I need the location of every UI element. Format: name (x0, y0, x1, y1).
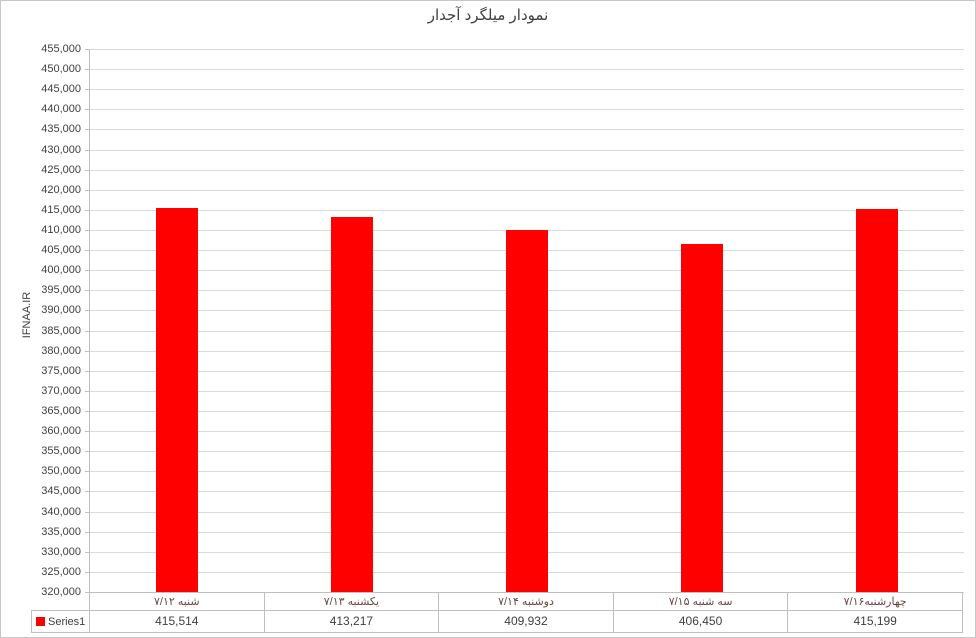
y-tick-mark (85, 270, 89, 272)
y-tick-mark (85, 471, 89, 473)
y-tick-mark (85, 592, 89, 593)
y-tick-mark (85, 209, 89, 211)
y-tick-label: 380,000 (41, 344, 81, 357)
gridline (90, 189, 964, 191)
y-tick-mark (85, 250, 89, 252)
gridline (90, 89, 964, 91)
y-tick-mark (85, 511, 89, 513)
category-header-cell: چهارشنبه۷/۱۶ (787, 593, 962, 610)
y-tick-label: 340,000 (41, 505, 81, 518)
y-tick-label: 350,000 (41, 465, 81, 478)
value-cell: 415,199 (787, 610, 962, 632)
y-tick-label: 420,000 (41, 183, 81, 196)
y-tick-mark (85, 149, 89, 151)
value-cell: 409,932 (438, 610, 613, 632)
category-header-cell: شنبه ۷/۱۲ (154, 596, 200, 608)
bar (156, 207, 199, 592)
gridline (90, 129, 964, 131)
y-tick-label: 375,000 (41, 364, 81, 377)
y-tick-mark (85, 189, 89, 191)
y-tick-label: 410,000 (41, 224, 81, 236)
gridline (90, 69, 964, 71)
y-tick-mark (85, 330, 89, 332)
y-tick-label: 455,000 (41, 43, 81, 55)
y-tick-mark (85, 431, 89, 433)
y-tick-mark (85, 230, 89, 231)
y-tick-label: 390,000 (41, 304, 81, 317)
y-tick-mark (85, 411, 89, 412)
legend-label: Series1 (48, 615, 86, 628)
y-tick-label: 435,000 (41, 123, 81, 136)
bar (506, 230, 548, 592)
y-tick-label: 345,000 (41, 485, 81, 498)
y-tick-label: 405,000 (41, 244, 81, 257)
y-tick-label: 450,000 (41, 63, 81, 76)
gridline (90, 49, 964, 50)
y-tick-mark (85, 350, 89, 352)
gridline (90, 169, 964, 171)
legend-cell: Series1 (31, 610, 90, 633)
y-tick-mark (85, 571, 89, 573)
category-header-cell: سه شنبه ۷/۱۵ (612, 593, 788, 610)
y-tick-mark (85, 69, 89, 71)
gridline (90, 109, 964, 111)
y-tick-mark (85, 49, 89, 50)
gridline (90, 149, 964, 151)
y-tick-label: 355,000 (41, 445, 81, 458)
y-tick-mark (85, 491, 89, 493)
value-cell: 413,217 (263, 610, 439, 632)
category-header-cell: یکشنبه ۷/۱۳ (263, 593, 439, 610)
y-tick-mark (85, 390, 89, 392)
chart-title: نمودار میلگرد آجدار (427, 7, 549, 24)
value-cell: 415,514 (155, 614, 199, 628)
bar (680, 244, 723, 592)
y-tick-mark (85, 531, 89, 533)
value-cell: 406,450 (612, 610, 788, 632)
y-tick-label: 400,000 (41, 264, 81, 277)
gridline (90, 209, 964, 211)
y-tick-mark (85, 370, 89, 372)
series1-swatch-icon (36, 617, 45, 626)
category-header-cell: دوشنبه ۷/۱۴ (438, 593, 613, 610)
y-tick-label: 365,000 (41, 405, 81, 417)
plot-area (89, 49, 964, 593)
bar (331, 217, 374, 592)
y-tick-mark (85, 551, 89, 553)
y-tick-label: 440,000 (41, 103, 81, 116)
y-tick-label: 330,000 (41, 545, 81, 558)
y-tick-label: 370,000 (41, 384, 81, 397)
value-row: 415,514 413,217 409,932 406,450 415,199 (89, 610, 963, 633)
y-tick-label: 325,000 (41, 565, 81, 578)
y-tick-mark (85, 89, 89, 91)
y-tick-mark (85, 290, 89, 292)
y-tick-label: 445,000 (41, 83, 81, 96)
y-tick-label: 335,000 (41, 525, 81, 538)
y-tick-label: 385,000 (41, 324, 81, 337)
bar (855, 209, 898, 592)
y-tick-mark (85, 310, 89, 312)
y-tick-label: 415,000 (41, 203, 81, 216)
category-header-row: شنبه ۷/۱۲ یکشنبه ۷/۱۳ دوشنبه ۷/۱۴ سه شنبه ۷… (89, 592, 963, 611)
y-tick-label: 360,000 (41, 425, 81, 438)
y-tick-mark (85, 169, 89, 171)
y-tick-label: 320,000 (41, 586, 81, 598)
y-tick-mark (85, 451, 89, 453)
y-tick-label: 395,000 (41, 284, 81, 297)
y-tick-label: 430,000 (41, 143, 81, 156)
y-tick-mark (85, 129, 89, 131)
y-tick-label: 425,000 (41, 163, 81, 176)
y-tick-mark (85, 109, 89, 111)
